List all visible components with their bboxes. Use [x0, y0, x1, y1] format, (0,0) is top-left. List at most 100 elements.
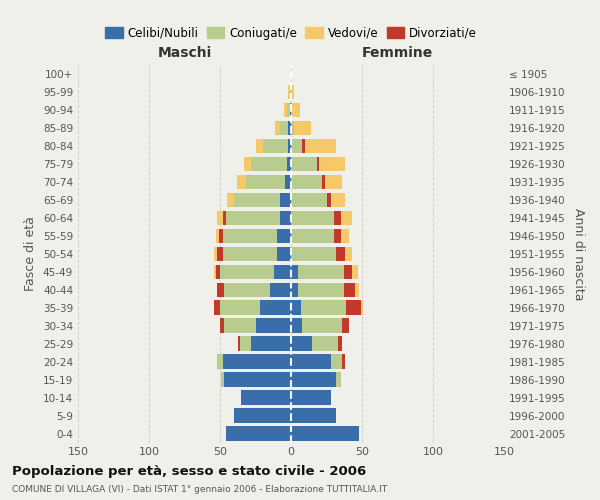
Bar: [346, 300, 361, 315]
Bar: [217, 282, 224, 297]
Bar: [241, 390, 291, 405]
Bar: [322, 174, 325, 189]
Bar: [294, 120, 311, 135]
Bar: [237, 174, 245, 189]
Bar: [291, 318, 302, 333]
Y-axis label: Fasce di età: Fasce di età: [25, 216, 37, 291]
Bar: [224, 372, 291, 387]
Bar: [287, 103, 290, 117]
Bar: [291, 408, 337, 422]
Bar: [291, 264, 298, 279]
Bar: [361, 300, 364, 315]
Bar: [352, 264, 358, 279]
Bar: [274, 264, 291, 279]
Bar: [223, 210, 226, 225]
Bar: [334, 228, 341, 243]
Bar: [334, 210, 341, 225]
Bar: [223, 246, 277, 261]
Bar: [291, 390, 331, 405]
Bar: [240, 336, 251, 351]
Bar: [217, 354, 223, 369]
Bar: [226, 426, 291, 440]
Bar: [341, 228, 349, 243]
Text: Maschi: Maschi: [157, 46, 212, 60]
Bar: [317, 156, 319, 171]
Bar: [280, 192, 291, 207]
Bar: [220, 300, 260, 315]
Bar: [238, 336, 240, 351]
Bar: [331, 354, 342, 369]
Text: COMUNE DI VILLAGA (VI) - Dati ISTAT 1° gennaio 2006 - Elaborazione TUTTITALIA.IT: COMUNE DI VILLAGA (VI) - Dati ISTAT 1° g…: [12, 485, 387, 494]
Bar: [217, 210, 223, 225]
Bar: [292, 103, 299, 117]
Bar: [220, 318, 224, 333]
Bar: [342, 318, 349, 333]
Bar: [245, 174, 286, 189]
Bar: [345, 246, 352, 261]
Bar: [214, 300, 220, 315]
Bar: [325, 174, 342, 189]
Bar: [291, 300, 301, 315]
Bar: [291, 336, 313, 351]
Bar: [344, 264, 352, 279]
Bar: [313, 336, 338, 351]
Bar: [301, 300, 346, 315]
Bar: [291, 372, 337, 387]
Bar: [291, 156, 317, 171]
Bar: [291, 282, 298, 297]
Bar: [291, 246, 337, 261]
Bar: [216, 228, 218, 243]
Bar: [290, 85, 291, 99]
Bar: [305, 138, 337, 153]
Bar: [337, 372, 341, 387]
Bar: [227, 192, 234, 207]
Bar: [214, 264, 216, 279]
Bar: [214, 246, 217, 261]
Bar: [298, 264, 344, 279]
Bar: [298, 282, 344, 297]
Bar: [342, 354, 345, 369]
Bar: [302, 318, 342, 333]
Bar: [244, 156, 251, 171]
Bar: [290, 103, 291, 117]
Bar: [302, 138, 305, 153]
Bar: [270, 282, 291, 297]
Bar: [291, 228, 334, 243]
Bar: [277, 228, 291, 243]
Bar: [280, 210, 291, 225]
Bar: [221, 372, 224, 387]
Bar: [263, 138, 288, 153]
Bar: [223, 228, 277, 243]
Bar: [218, 228, 223, 243]
Bar: [224, 318, 256, 333]
Bar: [341, 210, 352, 225]
Bar: [288, 85, 290, 99]
Bar: [280, 120, 288, 135]
Bar: [337, 246, 345, 261]
Bar: [224, 282, 270, 297]
Bar: [251, 336, 291, 351]
Bar: [291, 210, 334, 225]
Bar: [291, 192, 326, 207]
Bar: [277, 246, 291, 261]
Bar: [234, 192, 280, 207]
Bar: [216, 264, 220, 279]
Bar: [291, 103, 292, 117]
Bar: [256, 318, 291, 333]
Text: Femmine: Femmine: [362, 46, 433, 60]
Bar: [291, 426, 359, 440]
Bar: [251, 156, 287, 171]
Bar: [275, 120, 280, 135]
Bar: [284, 103, 287, 117]
Bar: [288, 138, 291, 153]
Bar: [288, 120, 291, 135]
Bar: [256, 138, 263, 153]
Bar: [291, 138, 302, 153]
Bar: [223, 354, 291, 369]
Legend: Celibi/Nubili, Coniugati/e, Vedovi/e, Divorziati/e: Celibi/Nubili, Coniugati/e, Vedovi/e, Di…: [100, 22, 482, 44]
Bar: [338, 336, 342, 351]
Bar: [234, 408, 291, 422]
Bar: [260, 300, 291, 315]
Bar: [291, 174, 322, 189]
Bar: [220, 264, 274, 279]
